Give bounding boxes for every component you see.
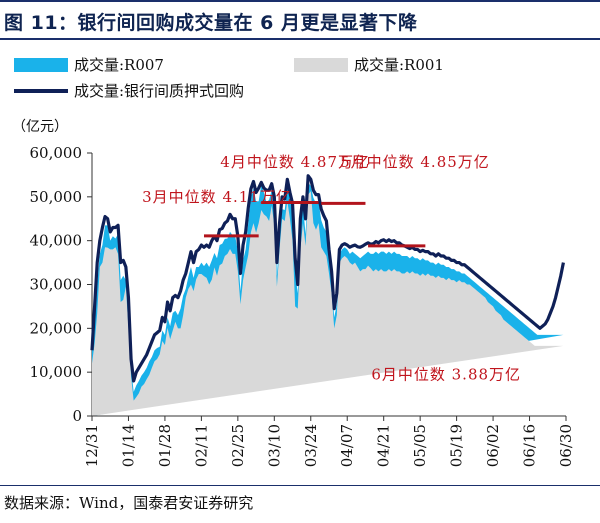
x-tick-label: 06/16 (521, 424, 539, 467)
x-tick-label: 06/30 (557, 424, 575, 467)
legend-total: 成交量:银行间质押式回购 (14, 80, 244, 101)
y-tick-label: 40,000 (30, 232, 83, 250)
legend-r007-swatch (14, 57, 68, 72)
series-r001-area (92, 191, 564, 416)
x-tick-label: 02/11 (192, 424, 210, 467)
figure-title: 图 11：银行间回购成交量在 6 月更是显著下降 (4, 12, 418, 34)
median-annotation: 3月中位数 4.11万亿 (142, 188, 292, 206)
x-tick-label: 06/02 (484, 424, 502, 467)
y-axis-unit: （亿元） (12, 119, 68, 135)
y-tick-label: 10,000 (30, 363, 83, 381)
median-annotation: 6月中位数 3.88万亿 (371, 365, 521, 383)
title-rule (0, 38, 600, 40)
legend-r001: 成交量:R001 (294, 54, 444, 75)
legend-total-label: 成交量:银行间质押式回购 (74, 82, 245, 100)
x-tick-label: 04/07 (338, 424, 356, 467)
legend-total-swatch (14, 88, 68, 93)
bottom-rule (0, 485, 600, 486)
y-tick-label: 30,000 (30, 276, 83, 294)
y-tick-label: 0 (72, 407, 82, 425)
legend-r007: 成交量:R007 (14, 54, 164, 75)
x-tick-label: 05/05 (411, 424, 429, 467)
series-total-line (90, 174, 565, 383)
y-tick-label: 20,000 (30, 319, 83, 337)
legend-r007-label: 成交量:R007 (74, 56, 164, 74)
x-tick-label: 04/21 (375, 424, 393, 467)
x-tick-label: 01/28 (156, 424, 174, 467)
median-lines (203, 201, 426, 248)
y-tick-label: 50,000 (30, 188, 83, 206)
legend-r001-label: 成交量:R001 (354, 56, 444, 74)
plot-area (90, 174, 565, 416)
x-tick-label: 05/19 (448, 424, 466, 467)
x-tick-label: 03/10 (265, 424, 283, 467)
source-note: 数据来源：Wind，国泰君安证券研究 (4, 494, 254, 512)
median-annotation: 5月中位数 4.85万亿 (340, 153, 490, 171)
x-tick-label: 02/25 (229, 424, 247, 467)
x-tick-label: 03/24 (302, 424, 320, 467)
y-tick-label: 60,000 (30, 144, 83, 162)
legend-r001-swatch (294, 57, 348, 72)
x-tick-label: 01/14 (119, 424, 137, 467)
x-tick-label: 12/31 (83, 424, 101, 467)
top-rule (0, 0, 600, 2)
y-axis: 0 10,000 20,000 30,000 40,000 50,000 60,000 (30, 144, 93, 425)
repo-volume-chart: （亿元） 0 10,000 20,000 30,000 40,000 50,000 60,0… (12, 119, 575, 467)
median-annotation: 4月中位数 4.87万亿 (220, 153, 370, 171)
x-axis: 12/31 01/14 01/28 02/11 02/25 03/10 03/24 04/07… (83, 415, 575, 467)
